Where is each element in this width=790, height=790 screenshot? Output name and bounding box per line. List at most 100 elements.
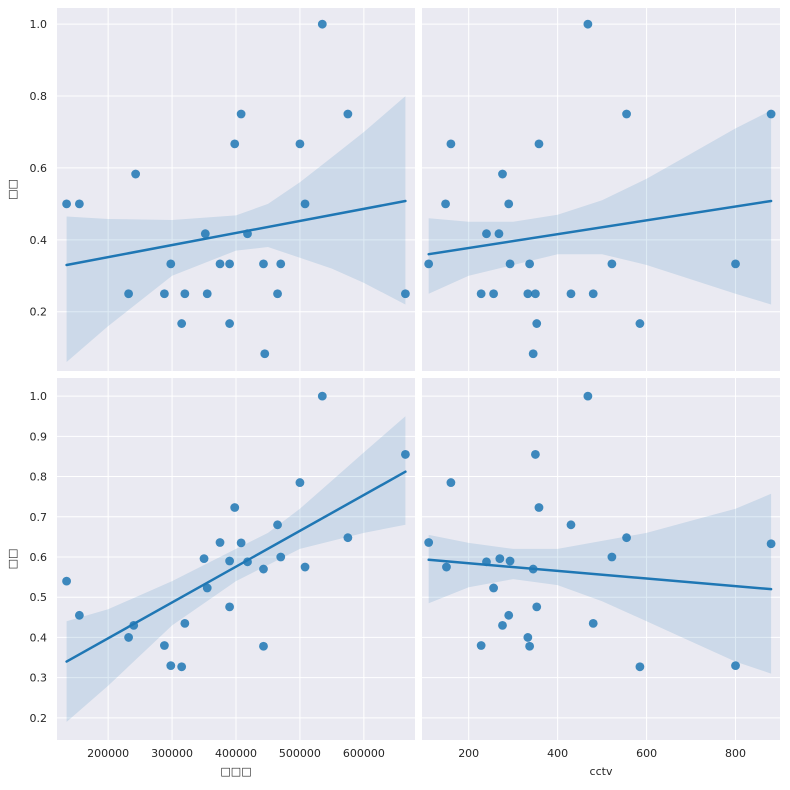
- data-point: [525, 641, 535, 651]
- data-point: [566, 289, 576, 299]
- data-point: [166, 661, 176, 670]
- data-point: [494, 229, 504, 239]
- confidence-band: [428, 110, 772, 305]
- data-point: [441, 199, 450, 209]
- data-point: [273, 289, 282, 299]
- data-point: [200, 229, 210, 239]
- data-point: [300, 562, 310, 572]
- data-point: [259, 564, 268, 574]
- x-tick-label: 300000: [151, 747, 193, 760]
- x-tick-label: 800: [725, 747, 746, 760]
- y-axis-label: □□: [6, 179, 19, 200]
- data-point: [446, 139, 456, 149]
- y-tick-label: 0.3: [30, 672, 48, 685]
- data-point: [424, 538, 434, 547]
- data-point: [476, 641, 486, 650]
- data-point: [498, 169, 507, 179]
- data-point: [622, 533, 631, 543]
- data-point: [505, 259, 515, 269]
- data-point: [225, 556, 235, 566]
- data-point: [62, 199, 71, 209]
- y-tick-label: 1.0: [30, 18, 48, 31]
- y-tick-label: 0.4: [30, 631, 48, 644]
- x-tick-label: 200000: [87, 747, 129, 760]
- confidence-band: [66, 416, 406, 722]
- data-point: [74, 199, 84, 209]
- data-point: [424, 259, 434, 269]
- data-point: [317, 19, 327, 29]
- data-point: [177, 319, 187, 328]
- data-point: [766, 539, 776, 549]
- panel-r0-c1: [422, 8, 780, 371]
- data-point: [180, 289, 190, 299]
- data-point: [489, 289, 498, 299]
- data-point: [215, 538, 225, 547]
- data-point: [476, 289, 486, 299]
- data-point: [259, 259, 268, 269]
- y-tick-label: 0.2: [30, 306, 48, 319]
- data-point: [532, 319, 542, 328]
- x-tick-label: 200: [458, 747, 479, 760]
- regression-line: [65, 470, 407, 663]
- y-tick-label: 0.7: [30, 511, 48, 524]
- data-point: [523, 633, 533, 642]
- data-point: [583, 391, 593, 401]
- data-point: [276, 259, 286, 269]
- data-point: [532, 602, 542, 612]
- x-tick-label: 500000: [279, 747, 321, 760]
- data-point: [225, 602, 235, 612]
- data-point: [442, 562, 451, 572]
- y-tick-label: 0.9: [30, 430, 48, 443]
- data-point: [534, 139, 544, 149]
- data-point: [531, 450, 540, 459]
- data-point: [446, 478, 456, 487]
- x-tick-label: 600: [636, 747, 657, 760]
- data-point: [260, 349, 270, 359]
- y-tick-label: 0.2: [30, 712, 48, 725]
- data-point: [236, 109, 246, 119]
- data-point: [202, 289, 212, 299]
- data-point: [259, 641, 268, 651]
- panel-plot-area: [62, 19, 410, 362]
- data-point: [731, 259, 740, 269]
- data-point: [528, 349, 538, 359]
- regression-line: [427, 199, 773, 256]
- data-point: [534, 503, 544, 512]
- y-tick-label: 0.6: [30, 162, 48, 175]
- data-point: [401, 289, 410, 299]
- data-point: [504, 199, 514, 209]
- data-point: [635, 319, 645, 328]
- data-point: [124, 289, 133, 299]
- regression-line: [427, 558, 773, 591]
- data-point: [74, 610, 84, 620]
- regression-line: [65, 199, 407, 267]
- panel-plot-area: [62, 391, 410, 722]
- data-point: [489, 583, 498, 593]
- y-tick-label: 0.8: [30, 471, 48, 484]
- x-tick-label: 400000: [215, 747, 257, 760]
- y-tick-label: 0.8: [30, 90, 48, 103]
- x-tick-label: 600000: [343, 747, 385, 760]
- data-point: [588, 618, 598, 628]
- data-point: [177, 662, 187, 672]
- data-point: [276, 552, 286, 562]
- panel-background: [422, 8, 780, 371]
- data-point: [622, 109, 631, 119]
- data-point: [523, 289, 533, 299]
- data-point: [635, 662, 645, 672]
- data-point: [401, 450, 410, 459]
- data-point: [525, 259, 535, 269]
- data-point: [273, 520, 282, 530]
- data-point: [504, 610, 514, 620]
- data-point: [498, 620, 507, 630]
- panel-r1-c0: 0.2 0.3 0.4 0.5 0.6 0.7 0.8 0.9 1.0 □□ 200000 30000…: [6, 378, 415, 778]
- data-point: [230, 503, 240, 512]
- data-point: [230, 139, 240, 149]
- data-point: [160, 289, 169, 299]
- x-tick-label: 400: [547, 747, 568, 760]
- y-tick-label: 0.6: [30, 551, 48, 564]
- y-tick-label: 0.4: [30, 234, 48, 247]
- data-point: [588, 289, 598, 299]
- confidence-band: [66, 96, 406, 362]
